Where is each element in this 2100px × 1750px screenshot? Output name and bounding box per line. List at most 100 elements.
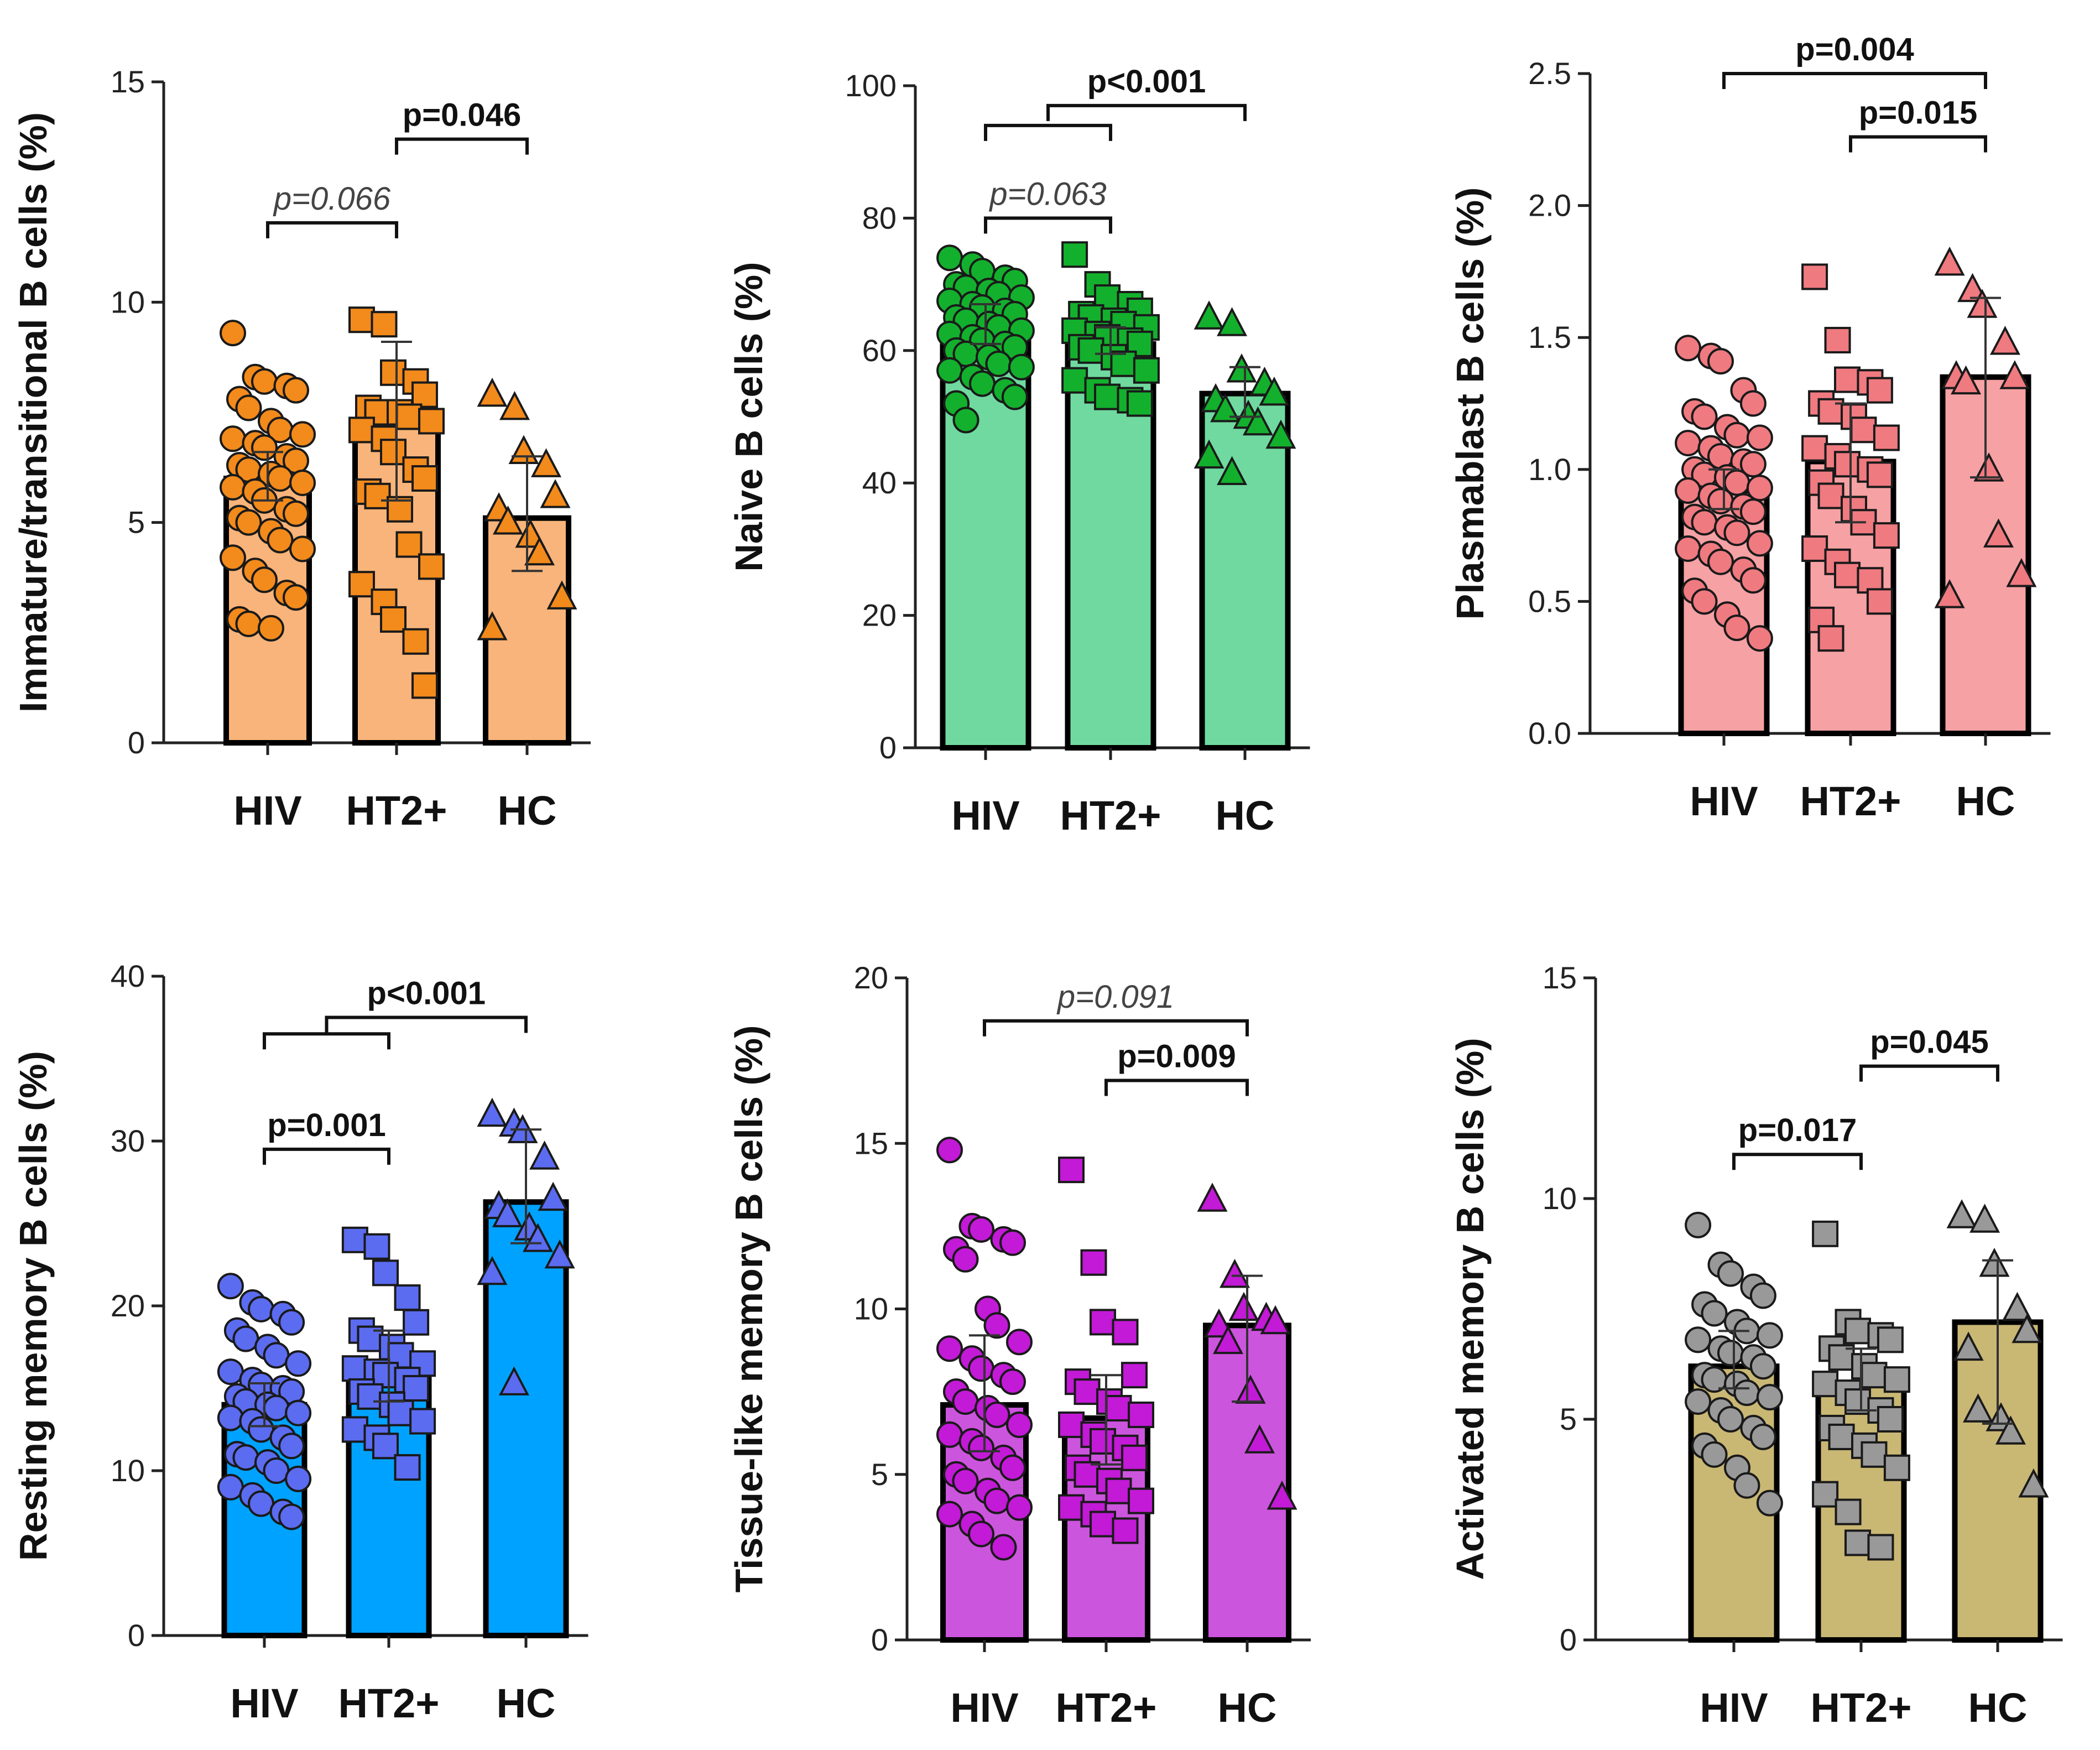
y-tick-label: 0.5 (1528, 584, 1571, 618)
bar-hc (1199, 390, 1291, 751)
points-ht2plus (1058, 1157, 1154, 1544)
y-tick-label: 0 (879, 730, 897, 765)
p-value-label: p<0.001 (367, 976, 486, 1012)
data-point (1228, 1291, 1259, 1321)
data-point (258, 614, 284, 642)
data-point (251, 368, 278, 395)
data-point (1812, 1220, 1839, 1247)
data-point (1739, 451, 1766, 478)
data-point (540, 479, 571, 508)
data-point (1739, 498, 1766, 525)
comparison-bracket (1849, 135, 1987, 153)
data-point (477, 1256, 508, 1285)
category-label: HC (498, 788, 557, 834)
data-point (1691, 509, 1718, 536)
data-point (1828, 1344, 1855, 1371)
data-point (492, 505, 524, 535)
y-tick-label: 30 (111, 1123, 145, 1158)
y-tick-label: 15 (1543, 960, 1577, 995)
p-value-label: p=0.091 (1056, 979, 1174, 1015)
comparison-bracket (983, 1019, 1249, 1037)
points-hc (1934, 246, 2037, 608)
data-point (283, 584, 309, 611)
data-point (1739, 390, 1766, 417)
data-point (1934, 246, 1965, 276)
y-tick-label: 2.0 (1528, 188, 1571, 223)
data-point (1749, 1353, 1776, 1380)
points-hiv (1685, 1211, 1783, 1517)
data-point (952, 1388, 979, 1415)
data-point (363, 1233, 390, 1260)
comparison-bracket (263, 1032, 390, 1050)
data-point (523, 1223, 554, 1252)
data-point (1242, 406, 1273, 436)
data-point (1133, 357, 1160, 384)
data-point (1749, 1282, 1776, 1309)
data-point (1717, 1340, 1744, 1367)
y-tick-label: 1.5 (1528, 320, 1571, 355)
data-point (1217, 307, 1248, 336)
data-point (285, 1465, 312, 1492)
data-point (1707, 548, 1734, 575)
data-point (285, 1399, 312, 1426)
category-label: HC (1216, 793, 1275, 838)
data-point (248, 1490, 274, 1517)
y-tick-label: 60 (862, 333, 897, 368)
comparison-bracket (266, 221, 398, 238)
data-point (220, 320, 246, 347)
data-point (1844, 1529, 1871, 1556)
data-point (1817, 482, 1844, 509)
data-point (1844, 1317, 1871, 1345)
data-point (1090, 1309, 1116, 1336)
category-label: HT2+ (1060, 793, 1161, 838)
data-point (248, 1295, 274, 1322)
data-point (936, 357, 963, 384)
data-point (251, 434, 278, 461)
data-point (1001, 383, 1028, 410)
data-point (936, 1501, 963, 1528)
data-point (1967, 289, 1998, 318)
data-point (1080, 1249, 1107, 1276)
data-point (2018, 1468, 2049, 1498)
data-point (1265, 419, 1296, 449)
y-axis-title: Plasmablast B cells (%) (1448, 188, 1492, 620)
data-point (1685, 1326, 1712, 1353)
data-point (936, 1335, 963, 1362)
data-point (1105, 1395, 1132, 1422)
data-point (1058, 1494, 1085, 1521)
y-axis-title: Naive B cells (%) (727, 262, 770, 571)
comparison-bracket (395, 137, 529, 155)
data-point (1756, 1384, 1783, 1411)
data-point (1112, 1319, 1139, 1346)
data-point (983, 1402, 1010, 1429)
y-tick-label: 0.0 (1528, 716, 1571, 751)
data-point (1746, 424, 1773, 451)
data-point (1217, 456, 1248, 486)
data-point (1828, 1423, 1855, 1450)
data-point (1226, 353, 1257, 383)
data-point (1126, 390, 1153, 417)
data-point (999, 1368, 1026, 1395)
data-point (248, 1416, 274, 1443)
category-label: HIV (233, 788, 301, 834)
data-point (1883, 1366, 1910, 1393)
data-point (1094, 383, 1121, 410)
y-tick-label: 5 (1560, 1402, 1577, 1436)
y-tick-label: 10 (111, 1453, 145, 1488)
data-point (341, 1416, 368, 1443)
data-point (1090, 1511, 1116, 1538)
panel-2: 0 20 40 60 80 100 Naive B cells (%) HIV HT2+ HC p=… (727, 64, 1310, 838)
data-point (1866, 461, 1893, 488)
data-point (1983, 518, 2014, 548)
data-point (402, 628, 429, 655)
data-point (2012, 1314, 2042, 1343)
data-point (1835, 1498, 1862, 1525)
data-point (952, 1246, 979, 1273)
data-point (1006, 1329, 1033, 1356)
data-point (1121, 1444, 1148, 1471)
data-point (217, 1273, 244, 1300)
data-point (1877, 1406, 1904, 1433)
data-point (348, 306, 375, 334)
y-tick-label: 80 (862, 200, 897, 235)
comparison-bracket (325, 1015, 528, 1033)
